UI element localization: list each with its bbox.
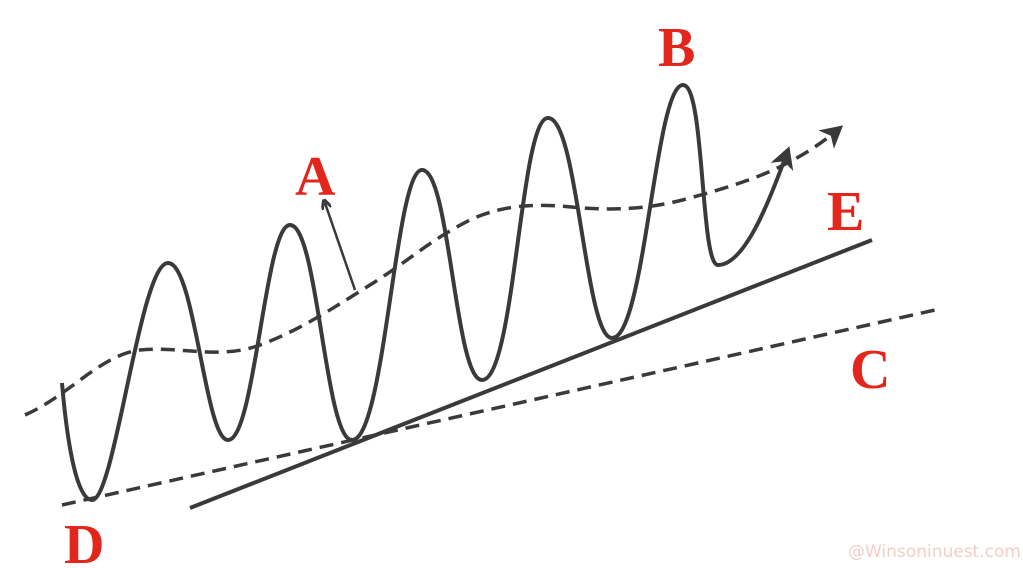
label-a: A: [295, 146, 336, 208]
label-c: C: [850, 339, 890, 401]
watermark: @Winsoninuest.com: [848, 542, 1021, 562]
label-e: E: [827, 181, 864, 243]
arrow-to-a: [325, 203, 357, 291]
label-d: D: [64, 514, 104, 568]
trendline-e: [189, 238, 873, 510]
dashed-trendline-c: [61, 308, 936, 507]
label-b: B: [658, 17, 695, 79]
dashed-average-curve: [24, 125, 844, 417]
price-wave: [60, 82, 794, 503]
